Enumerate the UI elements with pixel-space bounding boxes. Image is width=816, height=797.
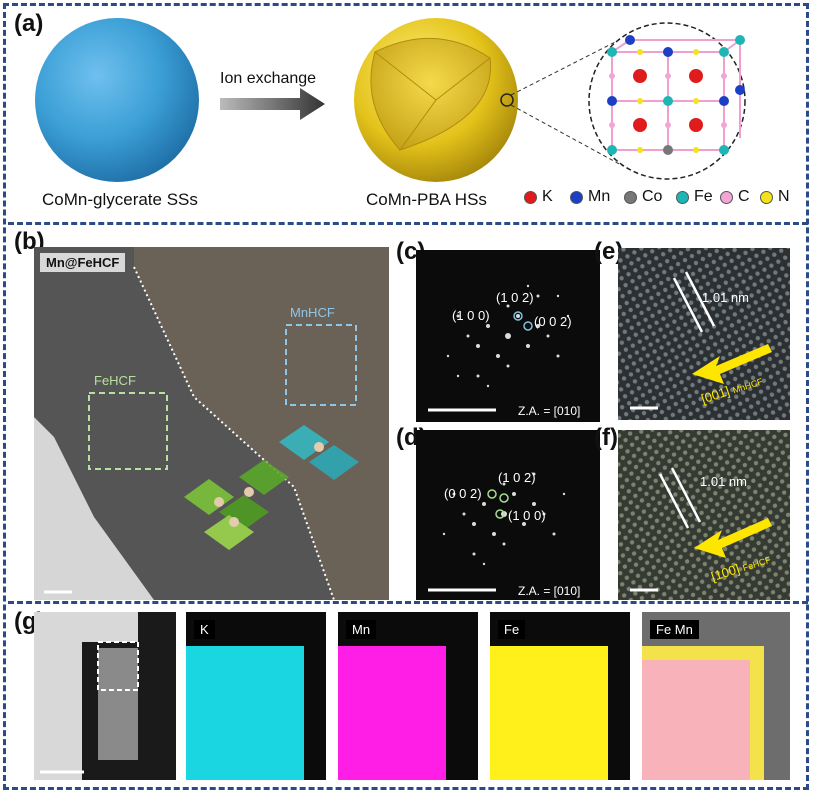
haadf-image [34, 612, 176, 780]
c-zone-axis: Z.A. = [010] [518, 404, 581, 418]
panel-g-haadf [34, 612, 176, 780]
blue-sphere [35, 18, 199, 182]
d-zone-axis: Z.A. = [010] [518, 584, 581, 598]
legend-co-dot [624, 190, 637, 204]
legend-k-dot [524, 190, 537, 204]
fehcf-region-label: FeHCF [94, 373, 136, 388]
ion-exchange-label: Ion exchange [220, 70, 317, 87]
legend-mn-dot [570, 190, 583, 204]
legend-n: N [760, 188, 790, 206]
map-fe-fill [490, 646, 608, 780]
panel-f-hrtem: 1.01 nm [100] FeHCF [618, 430, 790, 600]
map-k-fill [186, 646, 304, 780]
map-fe: Fe [490, 612, 630, 780]
legend-c-dot [720, 190, 733, 204]
mnhcf-region-label: MnHCF [290, 305, 335, 320]
map-mn: Mn [338, 612, 478, 780]
map-fe-mn-label: Fe Mn [650, 620, 699, 639]
c-spot-102: (1 0 2) [496, 290, 534, 305]
panel-d-fft: (1 0 2) (0 0 2) (1 0 0) Z.A. = [010] [416, 430, 600, 600]
d-spot-102: (1 0 2) [498, 470, 536, 485]
map-fe-mn: Fe Mn [642, 612, 790, 780]
panel-e-hrtem: 1.01 nm [001] MnHCF [618, 248, 790, 420]
legend-c: C [720, 188, 750, 206]
divider-bottom [8, 601, 808, 604]
panel-b-hrtem: Mn@FeHCF MnHCF FeHCF [34, 247, 389, 600]
ion-exchange-arrow [220, 88, 325, 120]
crystal-lattice [607, 35, 745, 155]
panel-c-fft: (1 0 2) (1 0 0) (0 0 2) Z.A. = [010] [416, 250, 600, 422]
fft-pattern-c [428, 284, 570, 412]
panel-f-label: (f) [594, 424, 618, 451]
e-spacing: 1.01 nm [702, 290, 749, 305]
legend-mn: Mn [570, 188, 610, 206]
legend-k: K [524, 188, 553, 206]
panel-b-regions [34, 247, 389, 600]
divider-top [8, 222, 808, 225]
map-mn-label: Mn [346, 620, 377, 639]
mn-fehcf-tag: Mn@FeHCF [40, 253, 126, 272]
map-fe-mn-core [642, 660, 750, 780]
d-spot-100: (1 0 0) [508, 508, 546, 523]
figure-frame [3, 3, 809, 790]
panel-a-schematic [35, 18, 746, 182]
legend-co: Co [624, 188, 662, 206]
f-spacing: 1.01 nm [700, 474, 747, 489]
hollow-sphere-cutaway [370, 37, 492, 151]
legend-fe: Fe [676, 188, 713, 206]
pba-caption: CoMn-PBA HSs [366, 190, 487, 209]
fft-pattern-d [428, 472, 566, 592]
d-spot-002: (0 0 2) [444, 486, 482, 501]
lattice-fringes-e [618, 248, 790, 420]
legend-n-dot [760, 190, 773, 204]
c-spot-100: (1 0 0) [452, 308, 490, 323]
panel-a-label: (a) [14, 10, 44, 37]
map-mn-fill [338, 646, 446, 780]
c-spot-002: (0 0 2) [534, 314, 572, 329]
legend-fe-dot [676, 190, 689, 204]
map-k-label: K [194, 620, 215, 639]
map-fe-label: Fe [498, 620, 526, 639]
glycerate-caption: CoMn-glycerate SSs [42, 190, 198, 209]
lattice-fringes-f [618, 430, 790, 600]
map-k: K [186, 612, 326, 780]
